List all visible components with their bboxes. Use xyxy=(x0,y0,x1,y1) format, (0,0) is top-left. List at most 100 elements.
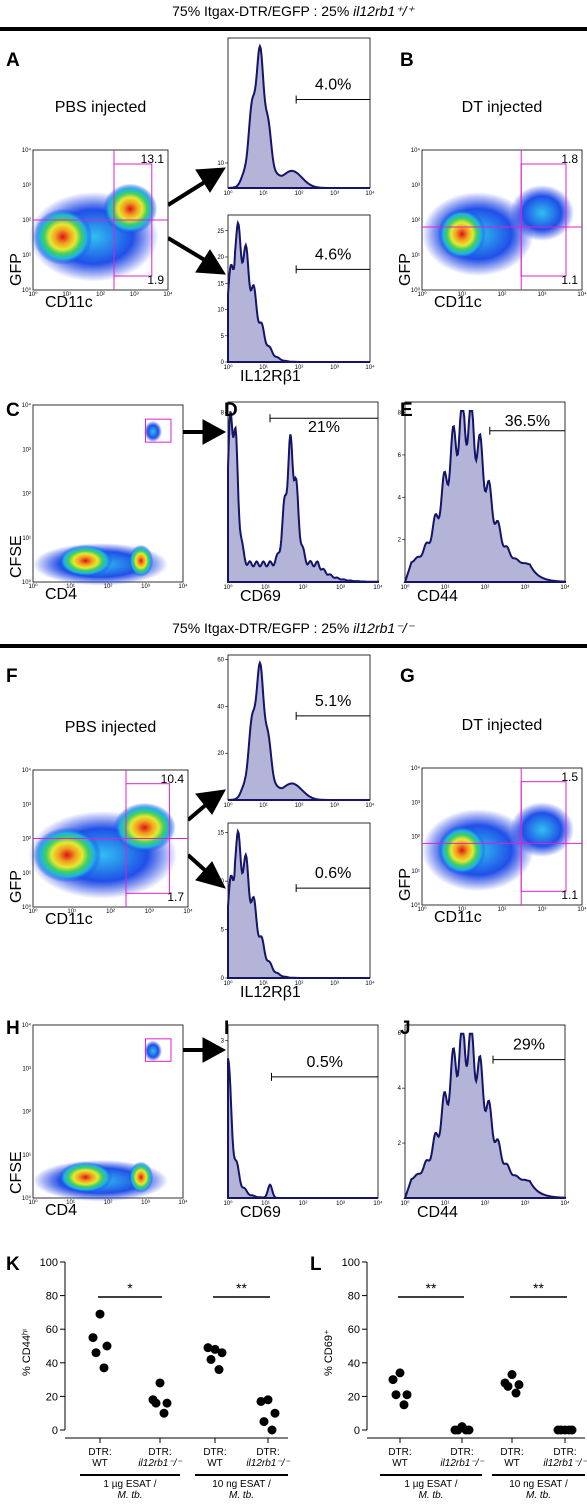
log-tick-label: 10² xyxy=(104,584,113,590)
dot xyxy=(267,1425,277,1435)
y-tick-label: 0 xyxy=(221,976,225,982)
log-tick-label: 10³ xyxy=(538,907,547,913)
panel-letter: A xyxy=(6,50,20,71)
y-tick-label: 15 xyxy=(217,281,224,287)
y-tick-label: 40 xyxy=(217,704,224,710)
section-rule xyxy=(0,644,587,648)
log-tick-label: 10⁰ xyxy=(22,1195,32,1202)
panel-letter: B xyxy=(400,50,414,71)
dot xyxy=(95,1309,105,1319)
histogram-curve xyxy=(403,1032,566,1199)
header-gene: il12rb1⁻/⁻ xyxy=(353,620,415,636)
section-header: 75% Itgax-DTR/EGFP : 25% il12rb1⁺/⁺ xyxy=(172,3,415,19)
category-prefix: DTR: xyxy=(500,1447,523,1458)
histogram-curve xyxy=(227,1058,378,1199)
log-tick-label: 10² xyxy=(498,292,507,298)
dot xyxy=(151,1398,161,1408)
panel-letter: H xyxy=(6,1018,20,1039)
density-cloud xyxy=(438,825,486,875)
log-tick-label: 10¹ xyxy=(22,1153,31,1159)
histogram xyxy=(227,214,371,363)
category-prefix: DTR: xyxy=(88,1447,111,1458)
density-cloud xyxy=(103,183,158,234)
log-tick-label: 10³ xyxy=(330,365,339,371)
category-label: il12rb1⁻/⁻ xyxy=(440,1458,484,1469)
arrow-head xyxy=(195,789,226,815)
log-tick-label: 10⁴ xyxy=(373,584,383,591)
y-tick-label: 10 xyxy=(217,161,224,167)
log-tick-label: 10⁰ xyxy=(223,802,233,809)
category-prefix: DTR: xyxy=(256,1447,279,1458)
density-cloud xyxy=(58,544,113,577)
gate-label: 0.5% xyxy=(307,1054,343,1071)
gate xyxy=(520,163,567,277)
group-organism: M. tb. xyxy=(229,1490,254,1501)
section-header: 75% Itgax-DTR/EGFP : 25% il12rb1⁻/⁻ xyxy=(172,620,415,636)
log-tick-label: 10³ xyxy=(330,981,339,987)
gate-label: 21% xyxy=(308,419,340,436)
log-tick-label: 10¹ xyxy=(66,1200,75,1206)
log-tick-label: 10⁰ xyxy=(22,904,32,911)
dot xyxy=(217,1348,227,1358)
y-tick-label: 20 xyxy=(217,255,224,261)
category-prefix: DTR: xyxy=(148,1447,171,1458)
x-axis-label: CD4 xyxy=(45,1202,77,1219)
histogram xyxy=(403,1024,566,1199)
y-tick-label: 2 xyxy=(398,1141,402,1147)
group-organism: M. tb. xyxy=(526,1490,551,1501)
density-cloud xyxy=(144,1040,162,1062)
arrow-head xyxy=(195,861,226,889)
x-axis-label: CD4 xyxy=(45,586,77,603)
log-tick-label: 10⁴ xyxy=(411,147,421,154)
dot xyxy=(88,1333,98,1343)
category-label: WT xyxy=(504,1458,520,1469)
histogram-curve xyxy=(227,828,370,979)
density-plot xyxy=(28,149,169,291)
dot xyxy=(402,1390,412,1400)
log-tick-label: 10⁴ xyxy=(178,583,188,590)
gate-label: 4.0% xyxy=(315,77,351,94)
gate-label: 4.6% xyxy=(315,246,351,263)
arrows xyxy=(166,167,227,1063)
log-tick-label: 10¹ xyxy=(66,584,75,590)
y-tick-label: 0 xyxy=(354,1425,360,1437)
gate xyxy=(145,418,172,443)
group-label: 1 µg ESAT / xyxy=(404,1479,457,1490)
dot xyxy=(102,1341,112,1351)
density-cloud xyxy=(438,208,486,260)
log-tick-label: 10² xyxy=(295,191,304,197)
dot xyxy=(556,1425,566,1435)
log-tick-label: 10² xyxy=(411,835,420,841)
log-tick-label: 10² xyxy=(295,981,304,987)
log-tick-label: 10⁴ xyxy=(365,190,375,197)
log-tick-label: 10² xyxy=(411,218,420,224)
arrow xyxy=(166,236,210,264)
log-tick-label: 10¹ xyxy=(458,907,467,913)
log-tick-label: 10¹ xyxy=(458,292,467,298)
panel-letter: C xyxy=(6,400,20,421)
group-label: 1 µg ESAT / xyxy=(103,1479,156,1490)
log-tick-label: 10⁴ xyxy=(163,291,173,298)
log-tick-label: 10³ xyxy=(141,584,150,590)
panel-letter: E xyxy=(400,400,413,421)
y-tick-label: 2 xyxy=(398,538,402,544)
quadrant-value: 1.1 xyxy=(561,888,578,902)
histogram xyxy=(227,37,371,189)
histogram xyxy=(227,654,371,801)
log-tick-label: 10² xyxy=(481,585,490,591)
header-gene: il12rb1⁺/⁺ xyxy=(353,3,415,19)
x-axis-label: CD69 xyxy=(240,1204,281,1221)
x-axis-label: CD11c xyxy=(434,909,482,926)
y-tick-label: 8 xyxy=(221,411,225,417)
log-tick-label: 10³ xyxy=(141,1200,150,1206)
log-tick-label: 10² xyxy=(295,803,304,809)
significance-label: ** xyxy=(426,1280,437,1296)
density-cloud xyxy=(129,544,153,577)
log-tick-label: 10² xyxy=(22,218,31,224)
log-tick-label: 10⁰ xyxy=(28,583,38,590)
log-tick-label: 10² xyxy=(22,837,31,843)
log-tick-label: 10⁴ xyxy=(183,908,193,915)
log-tick-label: 10¹ xyxy=(22,536,31,542)
log-tick-label: 10⁰ xyxy=(223,1200,233,1207)
log-tick-label: 10² xyxy=(96,292,105,298)
